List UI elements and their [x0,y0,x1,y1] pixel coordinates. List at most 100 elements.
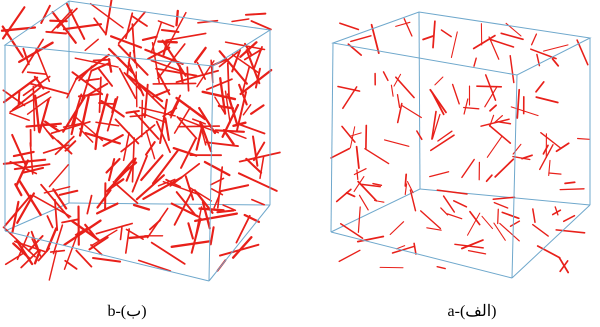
fiber [157,43,186,80]
fiber [197,19,219,24]
fiber [409,189,417,212]
fiber [63,219,102,246]
fiber [530,33,538,46]
fiber [451,83,460,105]
fiber [422,35,435,41]
fiber [162,40,169,56]
fiber [382,71,389,82]
fiber [532,208,536,223]
fiber [43,186,71,194]
fiber [349,132,362,137]
fiber [339,223,364,239]
fibers-panel-b [0,0,281,281]
fiber [22,75,51,97]
fiber [58,189,79,196]
fiber [403,18,413,37]
fiber [117,44,149,76]
fiber [141,99,144,138]
fiber [172,146,198,157]
fiber [157,178,176,187]
fiber [436,189,468,195]
fiber [413,242,417,255]
fiber [219,243,260,257]
fiber [452,199,468,208]
fiber [400,104,422,119]
fiber [150,21,163,54]
fiber [21,38,44,74]
fiber [431,113,441,140]
fiber [12,242,31,260]
fiber [353,176,365,192]
fiber [231,18,250,23]
fiber [404,183,408,196]
fiber [175,96,207,121]
fiber [245,157,263,174]
fiber [20,249,40,269]
fiber [45,30,67,35]
fiber [118,67,137,100]
fiber [92,257,122,263]
fiber [440,29,452,38]
fiber [75,249,93,268]
fiber [218,184,250,193]
fiber [48,164,69,188]
fiber [107,158,116,182]
fiber [155,67,198,77]
fiber [201,200,211,230]
fiber [214,129,245,133]
fiber [169,94,182,117]
fiber [497,208,499,225]
fiber [238,83,248,106]
fiber [100,99,125,118]
fiber [107,47,135,75]
fiber [241,65,251,94]
fiber [26,71,48,76]
fiber [159,98,168,145]
fiber [461,158,475,179]
fiber [430,134,455,152]
fiber [95,202,119,215]
fiber [177,125,221,128]
fiber [114,157,136,183]
fiber [42,125,54,140]
fiber [218,51,239,68]
fiber [467,249,487,255]
fiber [486,135,503,158]
fiber [61,218,80,224]
fiber [360,183,381,188]
fiber [122,132,130,162]
fiber [350,35,372,43]
fiber [349,126,356,149]
fiber [542,44,569,52]
fiber [56,139,73,155]
fiber [135,71,138,108]
fiber [138,106,176,117]
fiber [196,61,206,80]
fiber [180,137,197,169]
fiber [554,206,559,216]
fiber [434,76,444,86]
fiber [26,96,52,115]
fiber [93,17,106,34]
fiber [18,179,42,217]
fiber [161,39,187,77]
fiber [131,154,148,193]
fiber [395,245,406,250]
fiber [416,130,423,141]
fiber [117,11,146,45]
fiber [509,54,515,84]
fiber [337,85,361,92]
fiber [335,188,352,203]
fiber [199,122,207,146]
fiber [510,106,539,117]
fiber [431,110,437,140]
fiber [84,131,122,145]
fiber [330,147,351,159]
fiber [141,35,158,41]
fiber [128,235,149,240]
fiber [383,139,410,147]
fiber [236,122,266,135]
fiber [133,78,165,110]
fiber [125,157,137,182]
fiber [239,68,273,96]
